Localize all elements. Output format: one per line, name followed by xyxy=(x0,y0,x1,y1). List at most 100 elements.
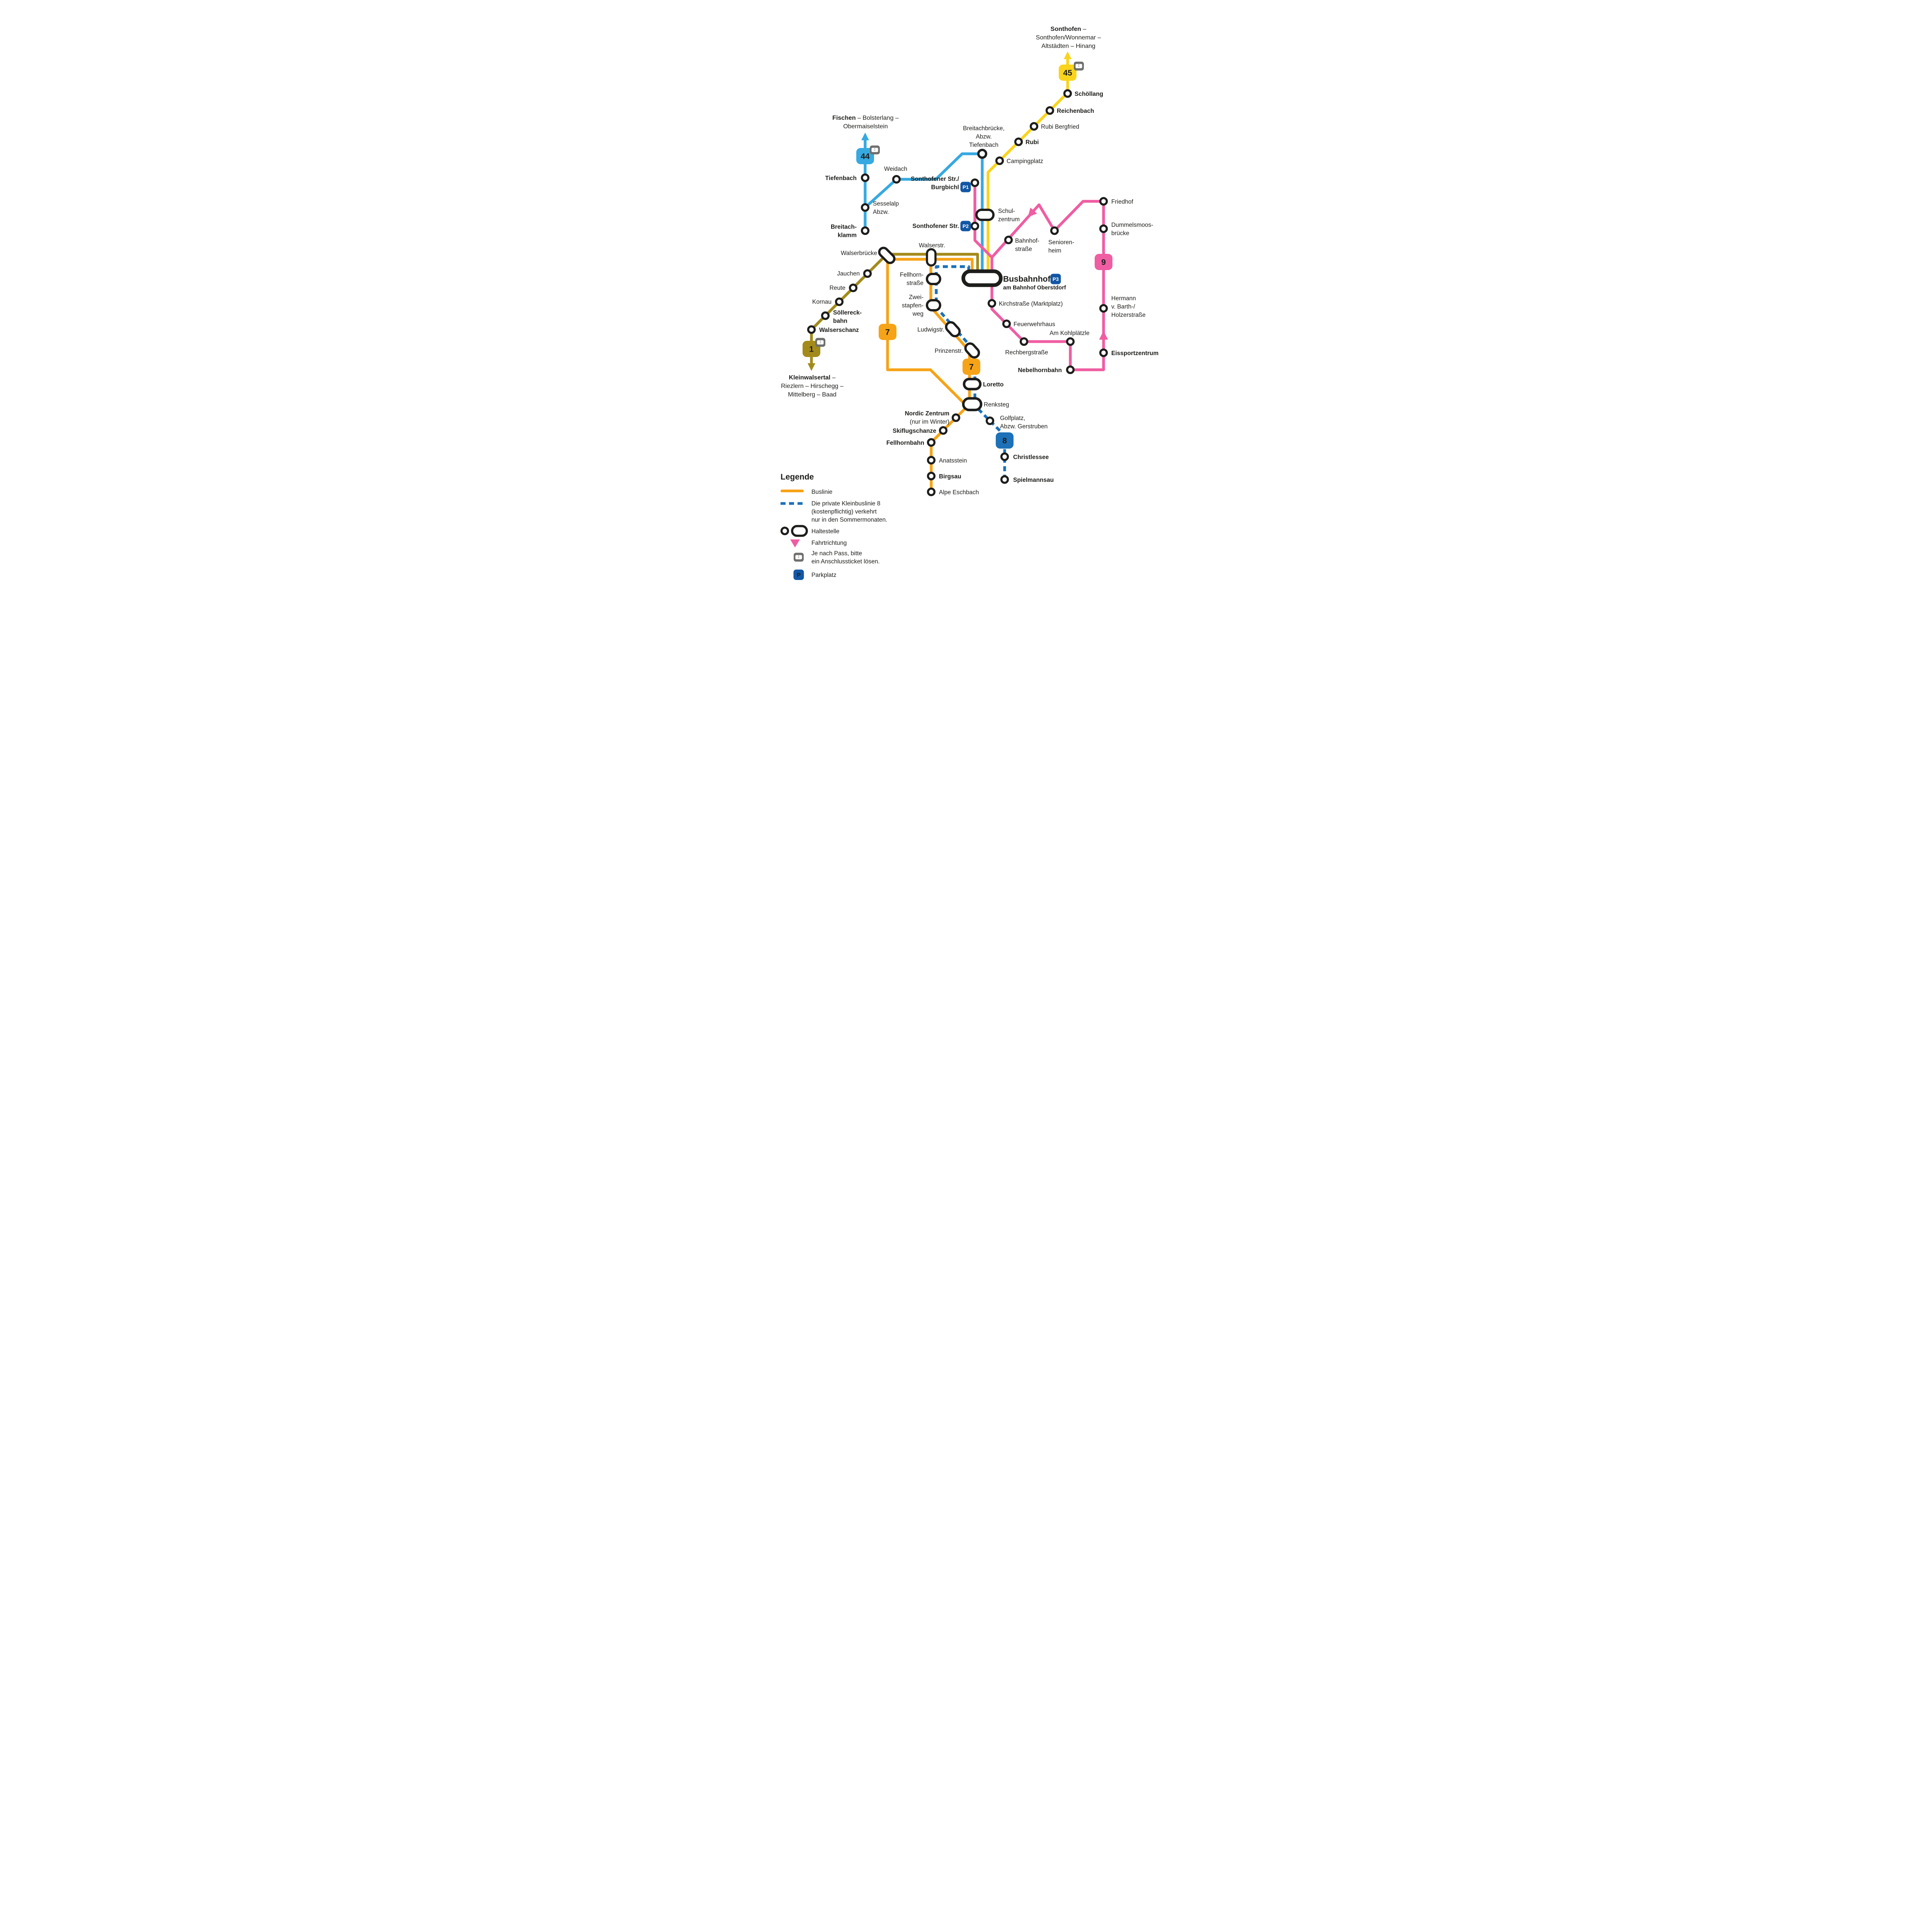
legend-title: Legende xyxy=(781,473,814,481)
stop-feuerwehrhaus xyxy=(1002,319,1011,328)
stop-kornau xyxy=(835,297,844,306)
stop-busbahnhof-hub xyxy=(961,269,1003,287)
stop-dummelsmoosbruecke xyxy=(1099,224,1108,233)
stop-label-walserstrasse: Walserstr. xyxy=(919,242,945,249)
stop-label-dummelsmoosbruecke: brücke xyxy=(1111,230,1129,237)
legend-item-haltestelle: Haltestelle xyxy=(811,528,839,535)
stop-label-golfplatz-abzw-gerstruben: Abzw. Gerstruben xyxy=(1000,423,1048,430)
terminal-45-label: Altstädten – Hinang xyxy=(1041,43,1095,49)
stop-label-bahnhofstrasse: Bahnhof- xyxy=(1015,238,1039,244)
badge-line-8: 8 xyxy=(996,432,1014,449)
stop-rechbergstrasse xyxy=(1019,337,1029,346)
terminal-1-label: Riezlern – Hirschegg – xyxy=(781,383,844,389)
stop-label-golfplatz-abzw-gerstruben: Golfplatz, xyxy=(1000,415,1025,422)
stop-christlessee xyxy=(1000,452,1009,461)
stop-loretto xyxy=(963,378,982,391)
stop-label-dummelsmoosbruecke: Dummelsmoos- xyxy=(1111,222,1153,228)
stop-schoellang xyxy=(1063,89,1072,98)
stop-anatsstein xyxy=(927,456,936,465)
ticket-icon-45 xyxy=(1074,61,1084,71)
transit-map-page: Busbahnhof am Bahnhof Oberstdorf 45 44 1 7 7 8 9… xyxy=(753,0,1179,601)
badge-line-7-center: 7 xyxy=(963,359,980,375)
terminal-1-label: Mittelberg – Baad xyxy=(788,391,836,398)
stop-renksteg xyxy=(962,397,983,412)
stop-walserschanz xyxy=(807,325,816,334)
stop-label-breitachklamm: Breitach- xyxy=(831,224,857,230)
stop-label-campingplatz: Campingplatz xyxy=(1007,158,1043,165)
stop-eissportzentrum xyxy=(1099,348,1108,357)
stop-jauchen xyxy=(863,269,872,278)
stop-label-soellereckbahn: Söllereck- xyxy=(833,310,862,316)
stop-label-prinzenstrasse: Prinzenstr. xyxy=(935,348,963,354)
stop-label-schulzentrum: zentrum xyxy=(998,216,1020,223)
stop-label-feuerwehrhaus: Feuerwehrhaus xyxy=(1014,321,1055,328)
stop-label-rechbergstrasse: Rechbergstraße xyxy=(1005,349,1048,356)
stop-label-sonthofener-str: Sonthofener Str. xyxy=(912,223,959,230)
stop-weidach xyxy=(892,175,901,184)
stop-label-fellhornstrasse: Fellhorn- xyxy=(900,272,923,278)
legend: Legende Buslinie Die private Kleinbuslin… xyxy=(780,473,887,580)
stop-label-nordic-zentrum: (nur im Winter) xyxy=(910,419,949,425)
stop-label-schoellang: Schöllang xyxy=(1075,91,1103,97)
legend-item-kleinbuslinie-2: (kostenpflichtig) verkehrt xyxy=(811,509,877,515)
stop-label-loretto: Loretto xyxy=(983,381,1003,388)
parking-badge-p1: P1 xyxy=(960,182,971,192)
haltestelle-circle-icon xyxy=(780,526,789,536)
stop-kirchstrasse-marktplatz xyxy=(987,299,997,308)
stop-label-alpe-eschbach: Alpe Eschbach xyxy=(939,489,979,496)
stop-label-jauchen: Jauchen xyxy=(837,270,860,277)
badge-line-44: 44 xyxy=(856,148,874,164)
stop-zweistapfenweg xyxy=(926,299,941,311)
stop-label-breitachbruecke: Breitachbrücke, xyxy=(963,125,1005,132)
route-line-9-sonthofener xyxy=(973,181,993,259)
parkplatz-icon-letter: P xyxy=(797,572,801,578)
stop-label-breitachbruecke: Tiefenbach xyxy=(969,142,998,148)
badge-line-45: 45 xyxy=(1059,65,1077,81)
parking-badge-p2: P2 xyxy=(960,221,971,231)
arrow-1-terminal xyxy=(808,363,815,371)
stop-label-am-kohlplaetzle: Am Kohlplätzle xyxy=(1049,330,1089,337)
stop-label-friedhof: Friedhof xyxy=(1111,199,1134,205)
svg-text:P2: P2 xyxy=(963,223,969,229)
stop-label-spielmannsau: Spielmannsau xyxy=(1013,477,1054,483)
anschlussticket-icon xyxy=(794,553,804,562)
stop-ludwigstrasse xyxy=(945,321,961,337)
legend-item-fahrtrichtung: Fahrtrichtung xyxy=(811,540,847,546)
stop-walserbruecke xyxy=(878,247,896,264)
stop-label-sonthofener-str-burgbichl: Burgbichl xyxy=(931,184,959,191)
parkplatz-icon xyxy=(793,570,804,580)
legend-item-kleinbuslinie-1: Die private Kleinbuslinie 8 xyxy=(811,500,880,507)
arrow-9-direction-southwest xyxy=(1028,207,1037,217)
terminal-44-label: Fischen – Bolsterlang – xyxy=(832,115,899,121)
svg-text:44: 44 xyxy=(861,152,870,161)
terminal-44-label: Obermaiselstein xyxy=(843,123,888,130)
svg-text:P3: P3 xyxy=(1053,276,1059,282)
stop-label-fellhornbahn: Fellhornbahn xyxy=(886,440,924,446)
stop-prinzenstrasse xyxy=(964,342,980,359)
stop-label-rubi: Rubi xyxy=(1026,139,1039,146)
stop-sesselalp-abzw xyxy=(861,203,870,212)
stop-rubi xyxy=(1014,137,1023,146)
stop-label-sesselalp-abzw: Abzw. xyxy=(873,209,889,216)
stop-fellhornstrasse xyxy=(926,273,941,285)
stop-label-breitachbruecke: Abzw. xyxy=(976,134,992,140)
arrow-9-direction-north xyxy=(1099,331,1108,340)
stop-label-soellereckbahn: bahn xyxy=(833,318,847,325)
stop-friedhof xyxy=(1099,197,1108,206)
stop-reichenbach xyxy=(1045,106,1054,115)
stop-label-renksteg: Renksteg xyxy=(984,401,1009,408)
svg-text:P1: P1 xyxy=(963,184,969,190)
stop-sonthofener-str xyxy=(970,221,980,231)
stop-rubi-bergfried xyxy=(1029,122,1039,131)
svg-text:45: 45 xyxy=(1063,69,1072,78)
svg-text:7: 7 xyxy=(969,363,974,372)
stop-bahnhofstrasse xyxy=(1004,235,1013,245)
stop-birgsau xyxy=(927,471,936,481)
terminal-45-label: Sonthofen – xyxy=(1051,26,1087,32)
ticket-icon xyxy=(794,553,804,562)
stop-label-weidach: Weidach xyxy=(884,166,907,172)
ticket-icon-1 xyxy=(815,338,825,347)
stop-label-breitachklamm: klamm xyxy=(838,232,857,239)
fahrtrichtung-triangle-icon xyxy=(790,539,800,548)
